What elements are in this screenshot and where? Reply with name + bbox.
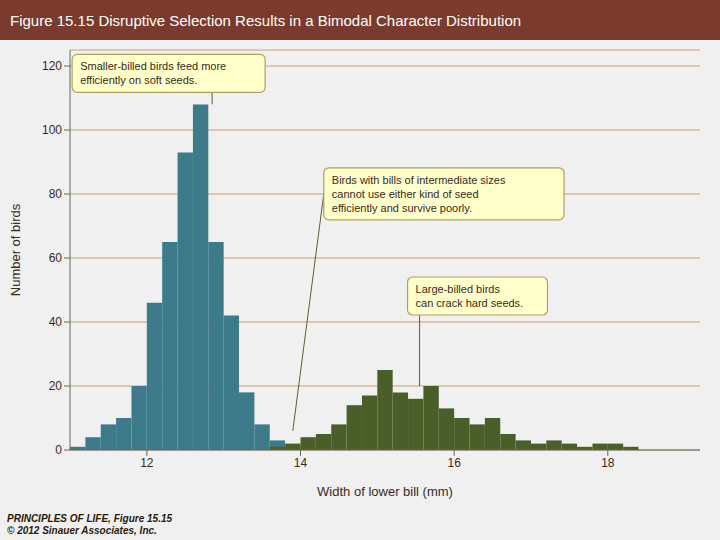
svg-text:Smaller-billed birds feed more: Smaller-billed birds feed moreefficientl… — [80, 60, 226, 86]
svg-text:40: 40 — [49, 315, 63, 329]
svg-text:0: 0 — [55, 443, 62, 457]
svg-text:120: 120 — [42, 59, 62, 73]
html-text:PRINCIPLES OF LIFE, Figure 15.: PRINCIPLES OF LIFE, Figure 15.15 © 2012 … — [7, 513, 172, 536]
svg-text:12: 12 — [140, 456, 154, 470]
svg-text:60: 60 — [49, 251, 63, 265]
svg-text:Large-billed birdscan crack ha: Large-billed birdscan crack hard seeds. — [416, 283, 524, 309]
svg-text:Number of birds: Number of birds — [8, 203, 23, 296]
svg-text:100: 100 — [42, 123, 62, 137]
svg-text:18: 18 — [601, 456, 615, 470]
svg-text:20: 20 — [49, 379, 63, 393]
html-text:Figure 15.15 Disruptive Select: Figure 15.15 Disruptive Selection Result… — [10, 11, 522, 29]
svg-text:Width of lower bill (mm): Width of lower bill (mm) — [317, 484, 453, 499]
svg-text:Birds with bills of intermedia: Birds with bills of intermediate sizesca… — [332, 174, 506, 214]
svg-text:80: 80 — [49, 187, 63, 201]
svg-text:14: 14 — [294, 456, 308, 470]
svg-text:16: 16 — [447, 456, 461, 470]
